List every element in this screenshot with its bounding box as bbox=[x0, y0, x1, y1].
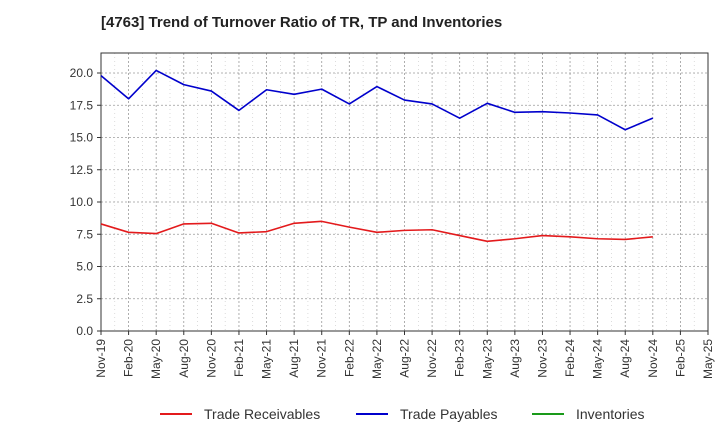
y-tick-label: 2.5 bbox=[76, 292, 93, 306]
x-tick-label: Aug-20 bbox=[177, 339, 191, 378]
y-tick-label: 10.0 bbox=[70, 195, 94, 209]
legend-label: Trade Receivables bbox=[204, 406, 320, 422]
x-tick-label: Nov-23 bbox=[535, 339, 549, 378]
y-tick-label: 15.0 bbox=[70, 131, 94, 145]
x-tick-label: Feb-24 bbox=[563, 339, 577, 377]
x-tick-label: May-22 bbox=[370, 339, 384, 379]
x-tick-label: May-20 bbox=[149, 339, 163, 379]
y-tick-label: 17.5 bbox=[70, 98, 94, 112]
series-lines bbox=[100, 69, 654, 243]
y-tick-label: 20.0 bbox=[70, 66, 94, 80]
chart-title: [4763] Trend of Turnover Ratio of TR, TP… bbox=[101, 14, 503, 31]
legend: Trade Receivables Trade Payables Inventori… bbox=[160, 406, 644, 422]
series-line-trade-payables bbox=[100, 69, 654, 131]
grid-lines bbox=[101, 53, 709, 331]
x-tick-label: Feb-21 bbox=[232, 339, 246, 377]
axes: 0.0 2.5 5.0 7.5 10.0 12.5 15.0 17.5 20.0 Nov-19 Fe… bbox=[70, 52, 715, 379]
x-tick-label: Nov-24 bbox=[646, 339, 660, 378]
x-tick-label: May-23 bbox=[480, 339, 494, 379]
x-tick-label: Nov-20 bbox=[204, 339, 218, 378]
x-tick-label: Feb-22 bbox=[342, 339, 356, 377]
y-tick-label: 5.0 bbox=[76, 260, 93, 274]
x-tick-label: Aug-21 bbox=[287, 339, 301, 378]
legend-label: Trade Payables bbox=[400, 406, 498, 422]
x-tick-label: Aug-22 bbox=[398, 339, 412, 378]
y-tick-label: 12.5 bbox=[70, 163, 94, 177]
legend-label: Inventories bbox=[576, 406, 644, 422]
plot-frame bbox=[100, 52, 709, 332]
x-tick-label: Nov-22 bbox=[425, 339, 439, 378]
x-tick-label: Nov-19 bbox=[94, 339, 108, 378]
x-tick-label: Aug-23 bbox=[508, 339, 522, 378]
x-tick-label: Feb-20 bbox=[122, 339, 136, 377]
x-tick-label: Nov-21 bbox=[315, 339, 329, 378]
y-tick-label: 7.5 bbox=[76, 227, 93, 241]
x-tick-label: May-24 bbox=[591, 339, 605, 379]
x-tick-label: May-25 bbox=[701, 339, 715, 379]
y-tick-label: 0.0 bbox=[76, 324, 93, 338]
series-line-trade-receivables bbox=[100, 220, 653, 243]
x-tick-label: Feb-25 bbox=[673, 339, 687, 377]
x-tick-label: Aug-24 bbox=[618, 339, 632, 378]
x-tick-label: May-21 bbox=[260, 339, 274, 379]
x-tick-label: Feb-23 bbox=[453, 339, 467, 377]
